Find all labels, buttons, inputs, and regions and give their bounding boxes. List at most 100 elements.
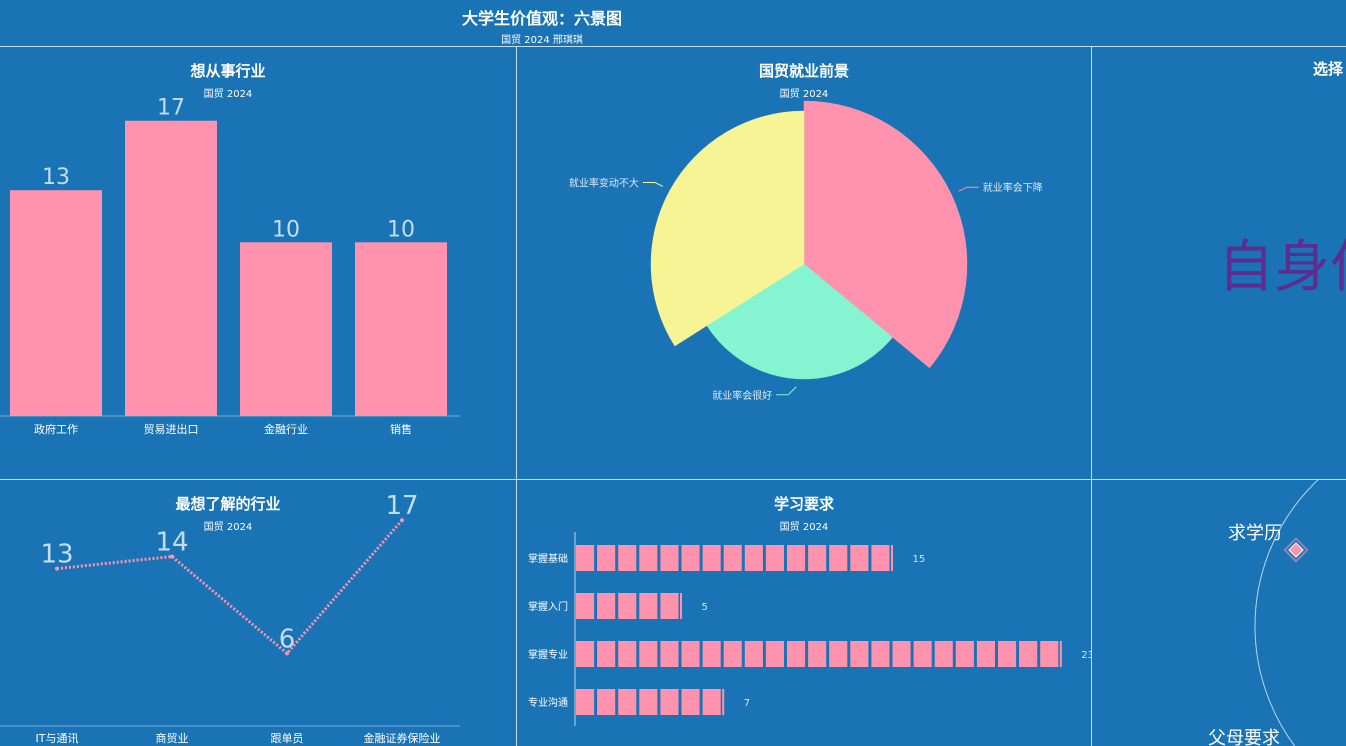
line-point <box>55 566 59 571</box>
pictorial-bar-segment <box>998 641 1017 667</box>
pictorial-bar-segment <box>597 593 616 619</box>
pie-slice <box>650 110 805 347</box>
radar-point-marker <box>1283 537 1309 563</box>
pictorial-bar-segment <box>787 641 806 667</box>
choice-panel-title: 选择 <box>1313 60 1344 78</box>
pictorial-bar-segment <box>576 689 595 715</box>
pictorial-bar-segment <box>934 641 953 667</box>
pictorial-bar-segment <box>597 545 616 571</box>
pictorial-bar-segment <box>597 641 616 667</box>
radar-chart: 求学历 父母要求 <box>1208 480 1319 746</box>
industry-panel-subtitle: 国贸 2024 <box>203 89 253 100</box>
y-tick-label: 掌握专业 <box>528 648 568 661</box>
line-point <box>170 554 174 559</box>
pictorial-bar-segment <box>850 545 869 571</box>
y-tick-label: 掌握基础 <box>528 552 568 565</box>
bar-value-label: 23 <box>1081 650 1091 661</box>
y-tick-label: 掌握入门 <box>528 600 568 613</box>
pictorial-bar-segment <box>744 641 763 667</box>
industry-bar-chart: 13 政府工作 17 贸易进出口 10 金融行业 10 销售 <box>0 96 460 436</box>
bar-value-label: 13 <box>42 165 70 190</box>
bar-value-label: 15 <box>913 554 926 565</box>
bar <box>125 120 217 416</box>
pictorial-bar-segment <box>765 545 784 571</box>
bar <box>10 190 102 416</box>
pictorial-bar-segment <box>576 641 595 667</box>
pictorial-bar-segment <box>702 689 721 715</box>
bar <box>240 242 332 416</box>
pie-label-line <box>958 186 979 192</box>
bar-value-label: 7 <box>744 698 750 709</box>
bar-value-label: 10 <box>272 217 300 242</box>
x-tick-label: 贸易进出口 <box>144 422 199 436</box>
radar-label-education: 求学历 <box>1228 523 1282 544</box>
x-tick-label: 商贸业 <box>156 731 189 745</box>
pictorial-bar-segment <box>871 545 890 571</box>
line-point <box>400 518 404 523</box>
study-pictorial-bar-chart: 掌握基础 15 掌握入门 5 掌握专业 23 专业沟通 7 <box>528 532 1091 726</box>
bar-value-label: 5 <box>702 602 708 613</box>
pictorial-bar-segment <box>955 641 974 667</box>
pictorial-bar-segment <box>618 593 637 619</box>
pie-slice <box>803 100 968 369</box>
pictorial-bar-segment <box>723 545 742 571</box>
know-panel-title: 最想了解的行业 <box>175 495 281 513</box>
pictorial-bar-segment <box>660 641 679 667</box>
pictorial-bar-segment <box>829 641 848 667</box>
page-header: 大学生价值观：六景图 国贸 2024 邢琪琪 <box>0 0 1346 47</box>
x-tick-label: 销售 <box>390 422 412 436</box>
pictorial-bar-segment <box>618 641 637 667</box>
pie-slice-label: 就业率变动不大 <box>569 176 639 189</box>
y-tick-label: 专业沟通 <box>528 696 568 709</box>
pictorial-bar-segment <box>660 593 679 619</box>
pictorial-bar-segment <box>660 689 679 715</box>
outlook-panel-title: 国贸就业前景 <box>758 62 849 80</box>
pictorial-bar-segment <box>744 545 763 571</box>
know-panel-subtitle: 国贸 2024 <box>203 522 253 533</box>
pictorial-bar-segment <box>702 545 721 571</box>
bar-value-label: 10 <box>387 217 415 242</box>
pictorial-bar-segment <box>1019 641 1038 667</box>
pictorial-bar-segment <box>976 641 995 667</box>
pictorial-bar-segment <box>681 545 700 571</box>
bar <box>355 242 447 416</box>
industry-panel-title: 想从事行业 <box>190 62 266 80</box>
pictorial-bar-segment <box>639 593 658 619</box>
pictorial-bar-segment <box>829 545 848 571</box>
pictorial-bar-segment <box>618 545 637 571</box>
grid-divider-left <box>516 46 517 746</box>
pictorial-bar-segment <box>787 545 806 571</box>
grid-divider-right <box>1091 46 1092 746</box>
pictorial-bar-segment <box>808 641 827 667</box>
pie-slice-label: 就业率会下降 <box>983 181 1043 194</box>
pictorial-bar-segment <box>576 545 595 571</box>
x-tick-label: 金融证券保险业 <box>364 731 441 745</box>
pictorial-bar-segment <box>639 641 658 667</box>
pictorial-bar-segment <box>808 545 827 571</box>
pictorial-bar-segment <box>913 641 932 667</box>
line-value-label: 6 <box>279 624 296 654</box>
study-panel-subtitle: 国贸 2024 <box>779 522 829 533</box>
x-tick-label: 金融行业 <box>264 422 308 436</box>
grid-divider-middle <box>0 479 1346 480</box>
pictorial-bar-segment <box>1040 641 1059 667</box>
pictorial-bar-segment <box>681 689 700 715</box>
know-line-chart: 13 IT与通讯 14 商贸业 6 跟单员 17 金融证券保险业 <box>0 491 460 745</box>
pie-slice <box>706 263 893 380</box>
page-subtitle: 国贸 2024 邢琪琪 <box>501 35 583 46</box>
x-tick-label: IT与通讯 <box>36 732 79 745</box>
pictorial-bar-segment <box>892 641 911 667</box>
pictorial-bar-segment <box>681 641 700 667</box>
pictorial-bar-segment <box>576 593 595 619</box>
page-title: 大学生价值观：六景图 <box>461 9 622 28</box>
pictorial-bar-segment <box>597 689 616 715</box>
radar-label-parents: 父母要求 <box>1208 728 1280 746</box>
pictorial-bar-segment <box>850 641 869 667</box>
choice-word-cloud-text: 自身仂 <box>1218 235 1346 300</box>
pictorial-bar-segment <box>639 545 658 571</box>
line-value-label: 13 <box>40 540 73 570</box>
outlook-panel-subtitle: 国贸 2024 <box>779 89 829 100</box>
line-value-label: 17 <box>385 491 418 521</box>
radar-outer-ring <box>1254 480 1319 746</box>
